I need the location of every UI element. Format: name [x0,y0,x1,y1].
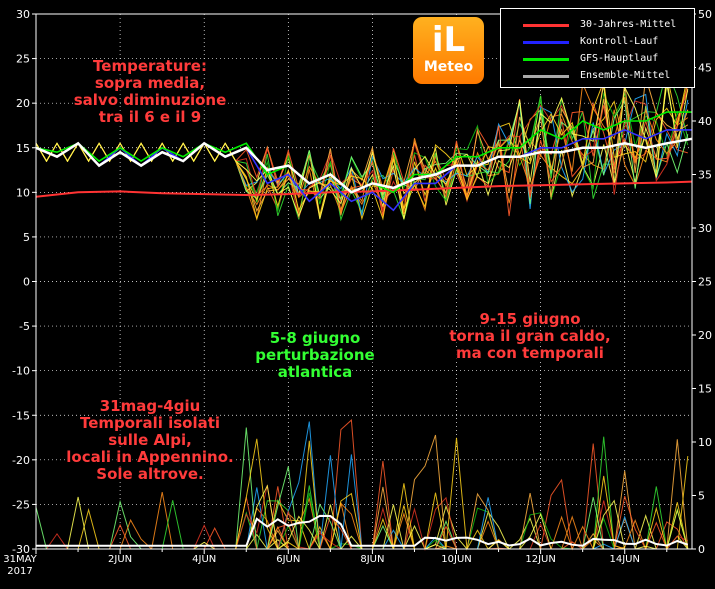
axes: -30 -25 -20 -15 -10 -5 0 5 10 15 20 25 30 0 5 10 15 20 25 3… [3,8,712,577]
y2-tick-label: 30 [698,222,712,235]
legend-item-control-run: Kontroll-Lauf [501,35,694,49]
y2-tick-label: 15 [698,383,712,396]
y-tick-label: -30 [12,543,30,556]
legend-item-ensemble-mean: Ensemble-Mittel [501,69,694,83]
y-tick-label: 15 [16,142,30,155]
legend-item-gfs-run: GFS-Hauptlauf [501,52,694,66]
annotation-temperature: Temperature: sopra media, salvo diminuzi… [73,57,227,126]
x-tick-label: 10JUN [441,554,471,565]
logo-mark: iL [431,20,466,60]
legend-swatch [523,24,569,27]
y-tick-label: -15 [12,409,30,422]
series-line-ensemble-mittel [35,137,693,194]
x-tick-label: 6JUN [276,554,300,565]
legend-label: Kontroll-Lauf [580,36,659,47]
y2-tick-label: 45 [698,62,712,75]
y-tick-label: -10 [12,365,30,378]
x-tick-label: 14JUN [609,554,639,565]
annotation-atlantic: 5-8 giugno perturbazione atlantica [255,329,375,381]
x-year-label: 2017 [7,566,32,577]
precip-mean-line [36,514,689,547]
legend-swatch [523,58,569,61]
annotation-storms: 31mag-4giu Temporali isolati sulle Alpi,… [66,397,234,483]
legend-label: Ensemble-Mittel [580,70,671,81]
annotation-heat: 9-15 giugno torna il gran caldo, ma con … [449,310,611,362]
y-tick-label: -5 [19,320,30,333]
legend-swatch [523,41,569,44]
legend-label: 30-Jahres-Mittel [580,19,677,30]
y2-tick-label: 0 [698,543,705,556]
x-tick-label: 8JUN [360,554,384,565]
legend-item-climate: 30-Jahres-Mittel [501,18,694,32]
legend-swatch [523,75,569,78]
legend-label: GFS-Hauptlauf [580,53,659,64]
x-tick-label: 4JUN [192,554,216,565]
y-tick-label: 20 [16,97,30,110]
series-lines [35,111,693,212]
x-tick-label: 2JUN [108,554,132,565]
y2-tick-label: 10 [698,436,712,449]
ilmeteo-logo: iL Meteo [413,17,484,84]
y2-tick-label: 50 [698,8,712,21]
y-tick-label: -20 [12,454,30,467]
y-tick-label: 30 [16,8,30,21]
y2-tick-label: 25 [698,276,712,289]
x-tick-label: 31MAY [3,554,37,565]
x-tick-label: 12JUN [525,554,555,565]
y-tick-label: -25 [12,498,30,511]
series-line-30-jahres-mittel [35,180,693,198]
y-tick-label: 10 [16,186,30,199]
y2-tick-label: 20 [698,329,712,342]
y2-tick-label: 35 [698,169,712,182]
y2-tick-label: 40 [698,115,712,128]
y-tick-label: 0 [23,276,30,289]
legend: 30-Jahres-Mittel Kontroll-Lauf GFS-Haupt… [500,8,695,88]
logo-name: Meteo [423,59,474,75]
y-tick-label: 5 [23,231,30,244]
y-tick-label: 25 [16,53,30,66]
y2-tick-label: 5 [698,490,705,503]
